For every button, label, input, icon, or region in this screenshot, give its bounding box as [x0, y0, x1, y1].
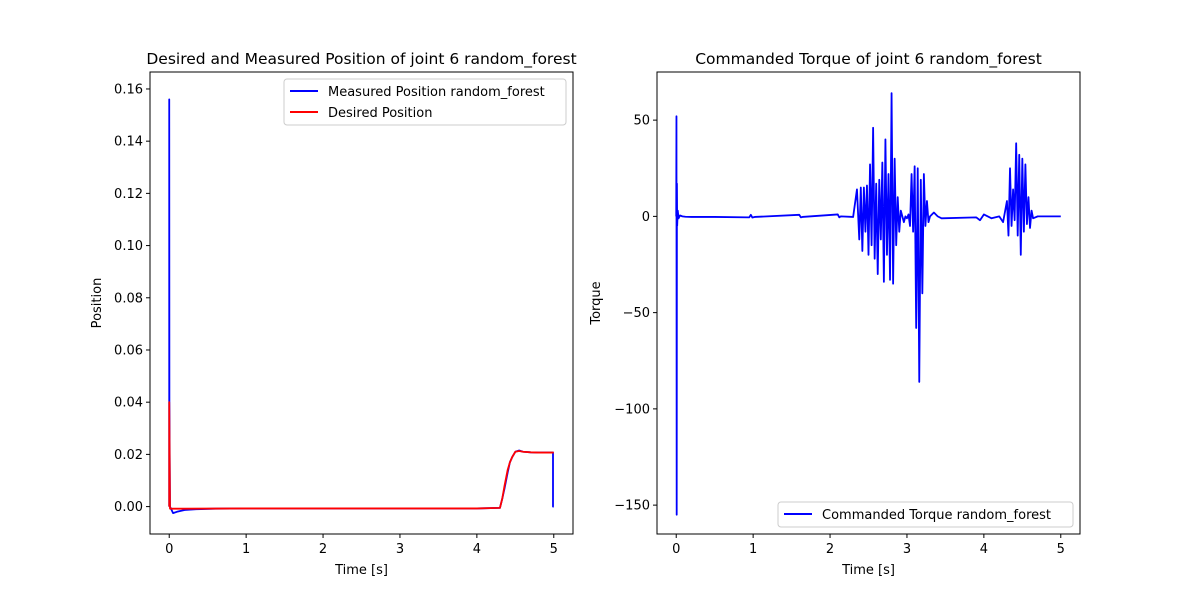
position-xtick-label: 2 — [319, 542, 327, 557]
position-xtick-label: 5 — [550, 542, 558, 557]
torque-chart-title: Commanded Torque of joint 6 random_fores… — [695, 50, 1042, 69]
position-ytick-label: 0.16 — [114, 82, 143, 97]
torque-chart: Commanded Torque of joint 6 random_fores… — [589, 50, 1081, 578]
position-chart-lines — [168, 98, 555, 515]
position-legend-box — [283, 78, 567, 126]
torque-chart-xlabel: Time [s] — [841, 563, 895, 578]
torque-ytick-label: 50 — [633, 114, 650, 129]
torque-xtick-label: 2 — [826, 542, 834, 557]
torque-chart-lines — [675, 92, 1061, 516]
torque-legend-label: Commanded Torque random_forest — [822, 508, 1051, 523]
position-ytick-label: 0.14 — [114, 135, 143, 150]
torque-ytick-label: −50 — [623, 306, 650, 321]
position-xtick-label: 4 — [473, 542, 481, 557]
position-xtick-label: 1 — [242, 542, 250, 557]
position-chart: Desired and Measured Position of joint 6… — [90, 50, 577, 578]
torque-ytick-label: 0 — [642, 210, 650, 225]
torque-chart-ylabel: Torque — [589, 281, 604, 325]
torque-xtick-label: 1 — [749, 542, 757, 557]
position-chart-title: Desired and Measured Position of joint 6… — [146, 50, 576, 69]
torque-xtick-label: 5 — [1057, 542, 1065, 557]
position-ytick-label: 0.02 — [114, 448, 143, 463]
position-ytick-label: 0.00 — [114, 500, 143, 515]
position-ytick-label: 0.08 — [114, 291, 143, 306]
position-legend-label-desired: Desired Position — [328, 106, 432, 121]
position-chart-ylabel: Position — [90, 278, 105, 329]
position-chart-ticks: 0 1 2 3 4 5 0.00 0.02 0.04 0.06 0.08 0.10 0.12 0.14 0.… — [114, 82, 558, 557]
torque-xtick-label: 4 — [980, 542, 988, 557]
torque-ytick-label: −150 — [614, 499, 650, 514]
position-legend-label-measured: Measured Position random_forest — [328, 85, 545, 100]
torque-xtick-label: 0 — [672, 542, 680, 557]
torque-xtick-label: 3 — [903, 542, 911, 557]
torque-chart-ticks: 0 1 2 3 4 5 −150 −100 −50 0 50 — [614, 114, 1065, 557]
position-ytick-label: 0.06 — [114, 343, 143, 358]
torque-legend-box — [777, 501, 1074, 528]
torque-ytick-label: −100 — [614, 402, 650, 417]
torque-chart-legend: Commanded Torque random_forest — [777, 501, 1074, 528]
position-chart-legend: Measured Position random_forest Desired … — [283, 78, 567, 126]
position-chart-xlabel: Time [s] — [334, 563, 388, 578]
position-chart-axes-frame — [149, 71, 574, 535]
position-ytick-label: 0.04 — [114, 396, 143, 411]
position-xtick-label: 0 — [165, 542, 173, 557]
position-series-line-1 — [168, 401, 554, 510]
position-xtick-label: 3 — [396, 542, 404, 557]
torque-chart-axes-frame — [656, 71, 1081, 535]
torque-series-line-0 — [675, 92, 1061, 516]
position-ytick-label: 0.10 — [114, 239, 143, 254]
position-ytick-label: 0.12 — [114, 187, 143, 202]
